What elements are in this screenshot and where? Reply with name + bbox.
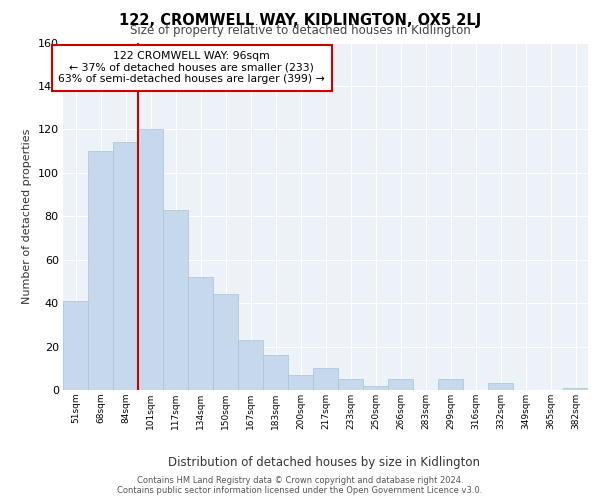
- Bar: [88, 151, 113, 390]
- Text: 122 CROMWELL WAY: 96sqm
← 37% of detached houses are smaller (233)
63% of semi-d: 122 CROMWELL WAY: 96sqm ← 37% of detache…: [58, 51, 325, 84]
- Bar: [388, 379, 413, 390]
- Bar: [313, 368, 338, 390]
- Bar: [563, 388, 588, 390]
- Text: Size of property relative to detached houses in Kidlington: Size of property relative to detached ho…: [130, 24, 470, 37]
- Bar: [288, 375, 313, 390]
- Bar: [163, 210, 188, 390]
- Bar: [63, 301, 88, 390]
- Text: 122, CROMWELL WAY, KIDLINGTON, OX5 2LJ: 122, CROMWELL WAY, KIDLINGTON, OX5 2LJ: [119, 12, 481, 28]
- Bar: [238, 340, 263, 390]
- Bar: [438, 379, 463, 390]
- Bar: [188, 277, 213, 390]
- Bar: [338, 379, 363, 390]
- Bar: [263, 355, 288, 390]
- Y-axis label: Number of detached properties: Number of detached properties: [22, 128, 32, 304]
- Bar: [113, 142, 138, 390]
- Bar: [138, 130, 163, 390]
- Text: Contains public sector information licensed under the Open Government Licence v3: Contains public sector information licen…: [118, 486, 482, 495]
- Bar: [363, 386, 388, 390]
- Bar: [488, 384, 513, 390]
- Bar: [213, 294, 238, 390]
- Text: Distribution of detached houses by size in Kidlington: Distribution of detached houses by size …: [168, 456, 480, 469]
- Text: Contains HM Land Registry data © Crown copyright and database right 2024.: Contains HM Land Registry data © Crown c…: [137, 476, 463, 485]
